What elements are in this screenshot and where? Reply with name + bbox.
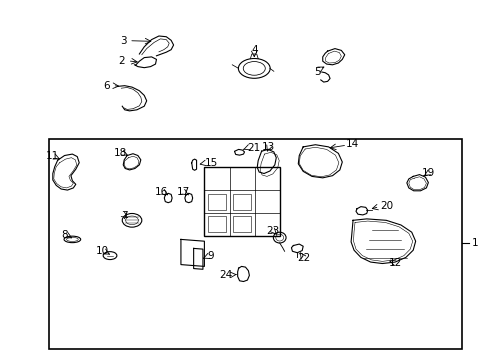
Text: 12: 12 (387, 258, 401, 268)
Text: 23: 23 (265, 226, 279, 236)
Text: 17: 17 (177, 186, 190, 197)
Text: 15: 15 (204, 158, 217, 168)
Text: 9: 9 (207, 251, 214, 261)
Bar (204, 167, 280, 236)
Text: 1: 1 (471, 238, 478, 248)
Text: 4: 4 (250, 45, 257, 55)
Text: 11: 11 (46, 150, 60, 161)
Text: 7: 7 (121, 211, 127, 221)
Bar (233, 216, 251, 232)
Text: 22: 22 (297, 253, 310, 264)
Text: 19: 19 (421, 168, 434, 178)
Text: 5: 5 (314, 67, 321, 77)
Text: 24: 24 (219, 270, 232, 280)
Text: 16: 16 (154, 186, 168, 197)
Text: 3: 3 (120, 36, 126, 46)
Text: 13: 13 (261, 142, 274, 152)
Bar (208, 194, 225, 210)
Text: 10: 10 (96, 246, 109, 256)
Bar (233, 194, 251, 210)
Text: 2: 2 (118, 56, 125, 66)
Bar (208, 216, 225, 232)
Text: 14: 14 (345, 139, 358, 149)
Text: 8: 8 (61, 230, 68, 240)
Text: 6: 6 (103, 81, 110, 91)
Bar (49, 139, 461, 349)
Text: 20: 20 (380, 201, 393, 211)
Text: 21: 21 (247, 143, 260, 153)
Text: 18: 18 (113, 148, 127, 158)
